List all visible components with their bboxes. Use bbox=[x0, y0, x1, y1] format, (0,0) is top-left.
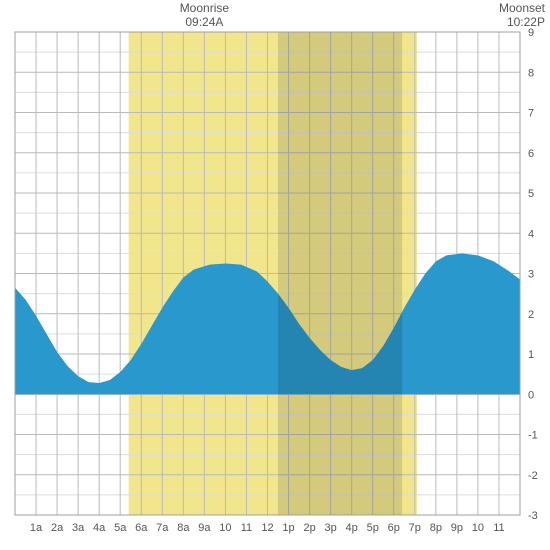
x-tick-label: 9a bbox=[198, 522, 211, 534]
x-tick-label: 8p bbox=[430, 522, 442, 534]
x-tick-label: 2a bbox=[51, 522, 64, 534]
x-tick-label: 3p bbox=[325, 522, 337, 534]
x-tick-label: 5p bbox=[367, 522, 379, 534]
y-tick-label: 6 bbox=[528, 148, 534, 160]
y-tick-label: -3 bbox=[528, 510, 538, 522]
y-tick-label: 3 bbox=[528, 269, 534, 281]
x-tick-label: 6p bbox=[388, 522, 400, 534]
y-tick-label: 8 bbox=[528, 67, 534, 79]
y-tick-label: 0 bbox=[528, 389, 534, 401]
x-tick-label: 10 bbox=[219, 522, 231, 534]
chart-svg: 1a2a3a4a5a6a7a8a9a1011121p2p3p4p5p6p7p8p… bbox=[0, 0, 550, 550]
x-tick-label: 4p bbox=[346, 522, 358, 534]
y-tick-label: 7 bbox=[528, 108, 534, 120]
y-tick-label: 2 bbox=[528, 309, 534, 321]
tide-chart: 1a2a3a4a5a6a7a8a9a1011121p2p3p4p5p6p7p8p… bbox=[0, 0, 550, 550]
y-tick-label: -2 bbox=[528, 470, 538, 482]
x-tick-label: 1a bbox=[30, 522, 43, 534]
x-tick-label: 4a bbox=[93, 522, 106, 534]
x-tick-label: 5a bbox=[114, 522, 127, 534]
y-tick-label: 4 bbox=[528, 228, 534, 240]
x-tick-label: 7p bbox=[409, 522, 421, 534]
moonrise-label: Moonrise bbox=[180, 1, 230, 15]
x-tick-label: 9p bbox=[451, 522, 463, 534]
x-tick-label: 7a bbox=[156, 522, 169, 534]
moonset-time: 10:22P bbox=[507, 15, 545, 29]
x-tick-label: 1p bbox=[282, 522, 294, 534]
x-tick-label: 3a bbox=[72, 522, 85, 534]
x-tick-label: 11 bbox=[241, 522, 252, 534]
shade-band bbox=[278, 32, 402, 515]
x-tick-label: 12 bbox=[261, 522, 273, 534]
x-tick-label: 10 bbox=[472, 522, 484, 534]
x-tick-label: 11 bbox=[493, 522, 504, 534]
x-tick-label: 8a bbox=[177, 522, 190, 534]
moonset-label: Moonset bbox=[499, 1, 546, 15]
y-tick-label: 1 bbox=[528, 349, 534, 361]
y-tick-label: -1 bbox=[528, 430, 538, 442]
y-tick-label: 5 bbox=[528, 188, 534, 200]
x-tick-label: 2p bbox=[303, 522, 315, 534]
x-tick-label: 6a bbox=[135, 522, 148, 534]
moonrise-time: 09:24A bbox=[185, 15, 223, 29]
